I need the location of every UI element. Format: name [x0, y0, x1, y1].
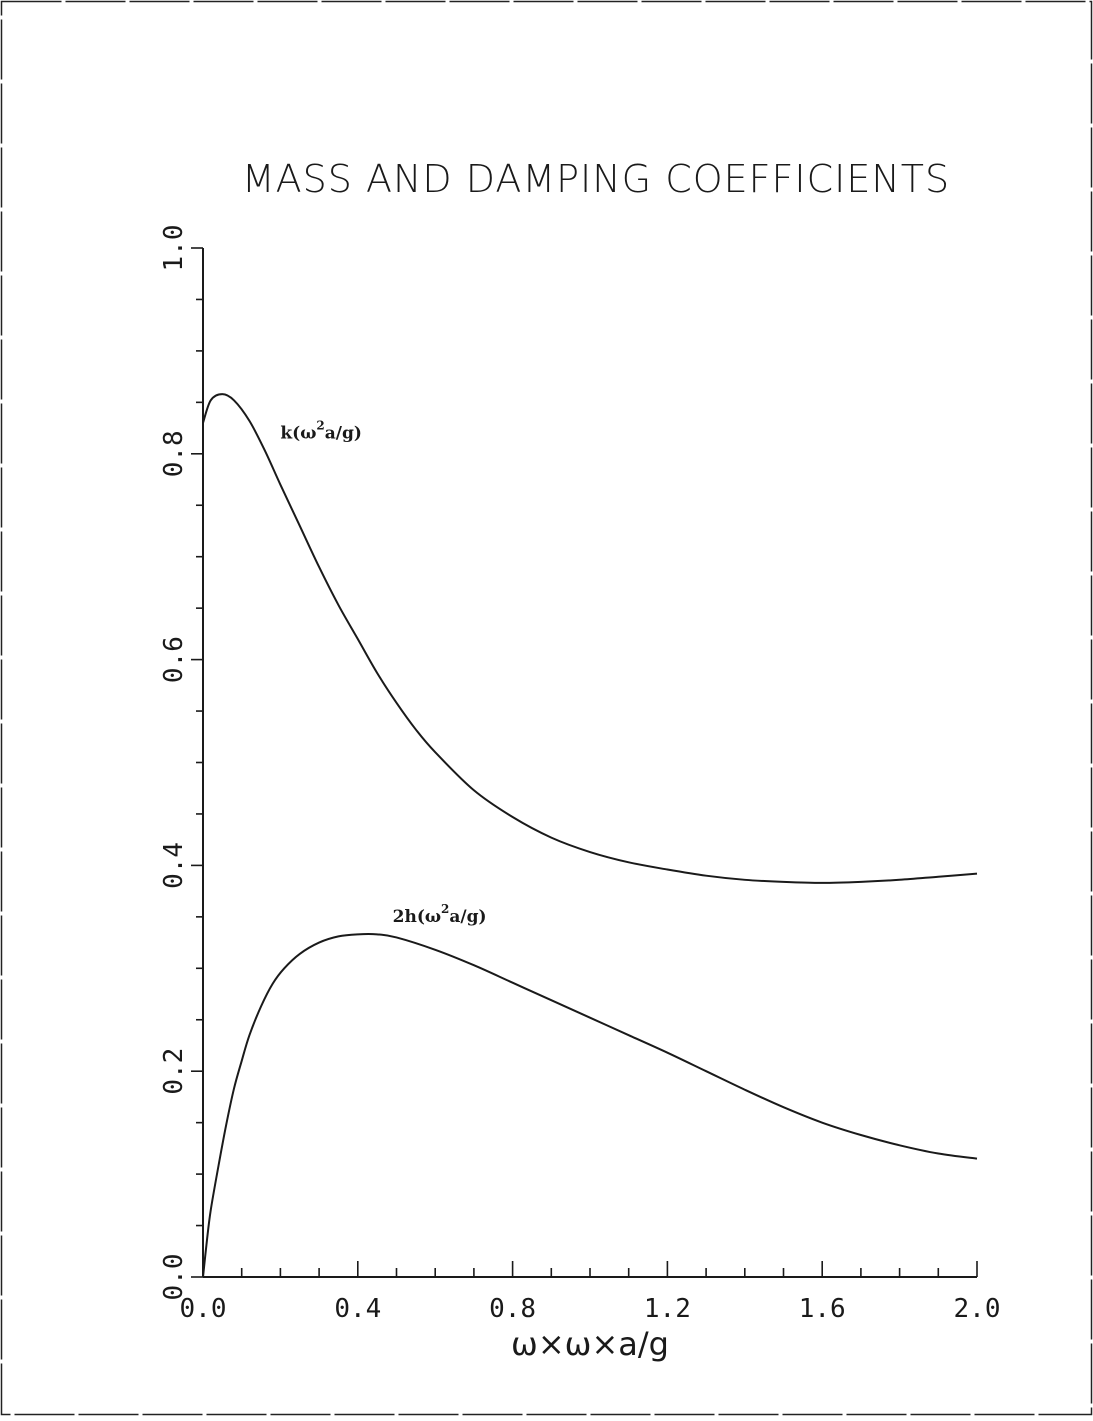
- x-tick-label: 0.8: [489, 1294, 536, 1324]
- series-2: 2h(ω2a/g): [202, 902, 978, 1278]
- y-tick-label: 0.4: [159, 842, 189, 889]
- series-1: k(ω2a/g): [202, 393, 978, 884]
- x-tick-label: 1.2: [644, 1294, 691, 1324]
- chart-title: MASS AND DAMPING COEFFICIENTS: [242, 157, 950, 201]
- y-tick-label: 0.8: [159, 430, 189, 477]
- y-tick-label: 0.0: [159, 1254, 189, 1301]
- x-tick-label: 2.0: [954, 1294, 1001, 1324]
- series-layer: k(ω2a/g) 2h(ω2a/g): [202, 393, 978, 1278]
- x-tick-label: 0.4: [334, 1294, 381, 1324]
- x-tick-label: 0.0: [180, 1294, 227, 1324]
- y-tick-label: 1.0: [159, 225, 189, 272]
- series-label: 2h(ω2a/g): [393, 902, 487, 927]
- series-line: [202, 933, 978, 1278]
- y-tick-label: 0.6: [159, 636, 189, 683]
- y-tick-label: 0.2: [159, 1048, 189, 1095]
- x-axis-label: ω×ω×a/g: [511, 1325, 669, 1363]
- series-label: k(ω2a/g): [280, 418, 362, 443]
- x-tick-label: 1.6: [799, 1294, 846, 1324]
- series-line: [202, 393, 978, 884]
